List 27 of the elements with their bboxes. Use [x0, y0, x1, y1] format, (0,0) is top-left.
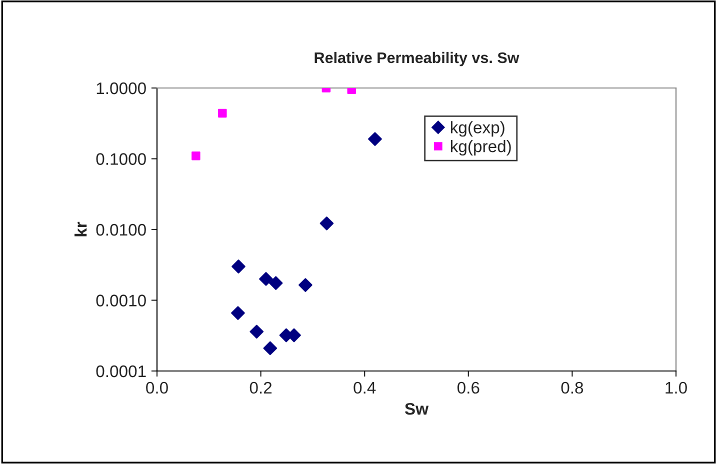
x-tick-label: 0.6 — [457, 382, 480, 394]
point — [298, 278, 312, 292]
x-tick-label: 0.8 — [561, 382, 584, 394]
point — [232, 260, 246, 274]
x-tick-label: 0.4 — [354, 382, 376, 394]
chart-title: Relative Permeability vs. Sw — [314, 52, 520, 66]
x-tick-label: 0.0 — [146, 382, 168, 394]
y-tick-label: 0.1000 — [96, 153, 146, 165]
point — [250, 324, 264, 339]
y-tick-label: 1.0000 — [96, 82, 146, 94]
point — [231, 306, 245, 320]
point — [259, 272, 273, 286]
x-tick-label: 0.2 — [250, 382, 272, 394]
x-tick-label: 1.0 — [666, 382, 687, 394]
y-axis-title: kr — [74, 222, 87, 236]
point — [192, 151, 200, 160]
point — [368, 132, 382, 146]
y-tick-label: 0.0100 — [96, 224, 146, 236]
x-axis-title: Sw — [404, 402, 429, 415]
legend-label: kg(pred) — [450, 140, 511, 156]
point — [218, 108, 227, 118]
point — [320, 216, 334, 230]
point — [263, 341, 278, 356]
legend-label: kg(exp) — [450, 121, 504, 137]
y-tick-label: 0.0010 — [96, 294, 146, 306]
y-tick-label: 0.0001 — [96, 365, 146, 378]
point — [268, 276, 283, 290]
